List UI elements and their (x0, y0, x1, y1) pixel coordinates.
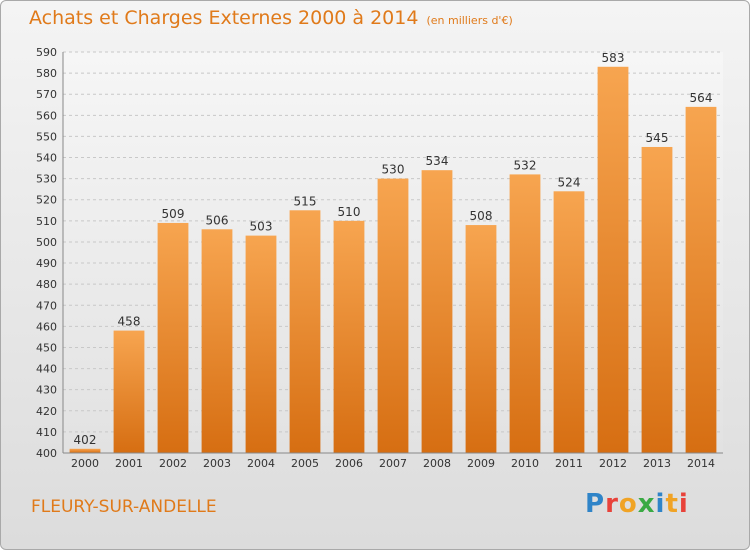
data-label: 530 (382, 163, 405, 177)
y-tick-label: 540 (36, 152, 57, 165)
y-tick-label: 440 (36, 363, 57, 376)
x-tick-label: 2010 (511, 457, 539, 470)
data-label: 583 (602, 51, 625, 65)
data-label: 506 (206, 213, 229, 227)
bar (289, 210, 321, 453)
y-tick-label: 430 (36, 384, 57, 397)
bar (597, 66, 629, 453)
logo-letter: P (585, 489, 606, 519)
y-tick-label: 550 (36, 130, 57, 143)
data-label: 503 (250, 220, 273, 234)
x-tick-label: 2003 (203, 457, 231, 470)
y-tick-label: 470 (36, 299, 57, 312)
chart-title: Achats et Charges Externes 2000 à 2014 (e… (29, 7, 513, 29)
y-tick-label: 400 (36, 447, 57, 460)
chart-unit-note: (en milliers d'€) (426, 14, 513, 27)
bar (113, 330, 145, 453)
logo-letter: i (678, 489, 689, 519)
logo-letter: t (665, 489, 679, 519)
logo-letter: x (637, 489, 656, 519)
y-tick-label: 510 (36, 215, 57, 228)
x-tick-label: 2007 (379, 457, 407, 470)
bar (377, 178, 409, 453)
x-tick-label: 2000 (71, 457, 99, 470)
data-label: 510 (338, 205, 361, 219)
data-label: 532 (514, 158, 537, 172)
logo-letter: r (605, 489, 619, 519)
y-tick-label: 420 (36, 405, 57, 418)
x-tick-label: 2005 (291, 457, 319, 470)
y-tick-label: 570 (36, 88, 57, 101)
data-label: 458 (118, 315, 141, 329)
y-tick-label: 460 (36, 320, 57, 333)
bar (157, 222, 189, 453)
bar (509, 174, 541, 453)
bar (421, 170, 453, 454)
y-tick-label: 450 (36, 341, 57, 354)
y-tick-label: 560 (36, 109, 57, 122)
bar (333, 220, 365, 453)
y-tick-label: 520 (36, 194, 57, 207)
bar (641, 146, 673, 453)
x-tick-label: 2001 (115, 457, 143, 470)
data-label: 402 (74, 433, 97, 447)
x-tick-label: 2006 (335, 457, 363, 470)
bar (685, 106, 717, 453)
data-label: 534 (426, 154, 449, 168)
y-tick-label: 500 (36, 236, 57, 249)
bar (245, 235, 277, 453)
x-tick-label: 2011 (555, 457, 583, 470)
y-tick-label: 580 (36, 67, 57, 80)
y-tick-label: 490 (36, 257, 57, 270)
bar (553, 191, 585, 453)
city-name: FLEURY-SUR-ANDELLE (31, 497, 217, 517)
x-tick-label: 2014 (687, 457, 715, 470)
x-tick-label: 2009 (467, 457, 495, 470)
data-label: 508 (470, 209, 493, 223)
logo-letter: o (618, 489, 638, 519)
x-tick-label: 2002 (159, 457, 187, 470)
data-label: 515 (294, 194, 317, 208)
data-label: 545 (646, 131, 669, 145)
y-tick-label: 590 (36, 46, 57, 59)
x-tick-label: 2008 (423, 457, 451, 470)
y-tick-label: 480 (36, 278, 57, 291)
proxiti-logo: Proxiti (585, 489, 689, 519)
y-tick-label: 530 (36, 173, 57, 186)
bar (465, 225, 497, 453)
logo-letter: i (655, 489, 666, 519)
bar (201, 229, 233, 453)
data-label: 509 (162, 207, 185, 221)
chart-title-text: Achats et Charges Externes 2000 à 2014 (29, 7, 419, 29)
x-tick-label: 2004 (247, 457, 275, 470)
data-label: 564 (690, 91, 713, 105)
x-tick-label: 2012 (599, 457, 627, 470)
data-label: 524 (558, 175, 581, 189)
y-tick-label: 410 (36, 426, 57, 439)
bar (69, 448, 101, 453)
x-tick-label: 2013 (643, 457, 671, 470)
